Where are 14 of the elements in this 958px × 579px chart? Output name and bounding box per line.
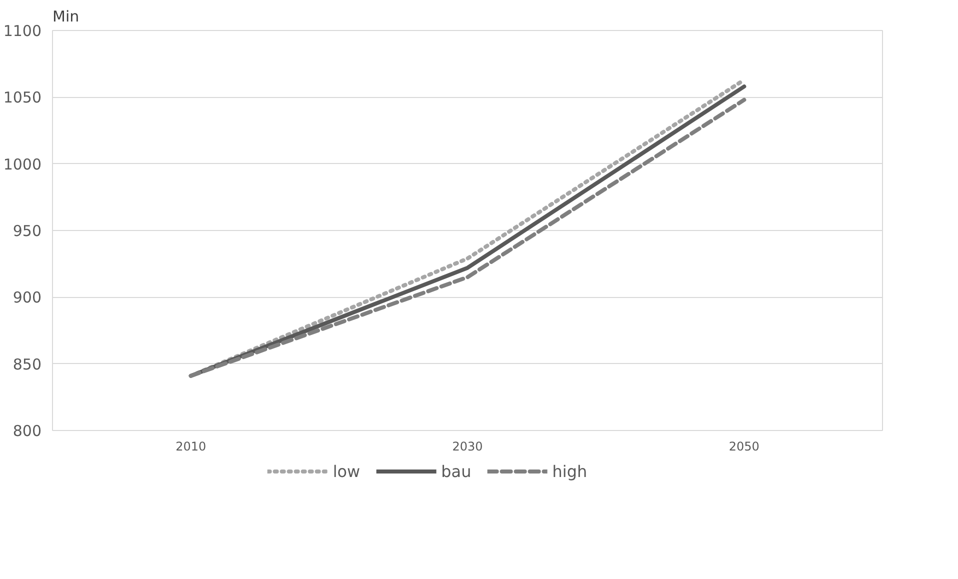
y-tick-label: 850: [12, 355, 42, 374]
legend-label: low: [332, 461, 360, 481]
y-tick-label: 900: [12, 288, 42, 307]
legend-label: high: [552, 461, 588, 481]
y-tick-label: 950: [12, 222, 42, 240]
y-tick-label: 1100: [3, 22, 42, 40]
legend-label: bau: [441, 461, 472, 481]
y-tick-label: 1050: [3, 88, 42, 107]
y-tick-label: 1000: [3, 155, 42, 174]
y-tick-label: 800: [12, 422, 42, 440]
y-axis-title: Min: [52, 8, 80, 26]
x-tick-label: 2030: [452, 440, 483, 454]
x-tick-label: 2050: [728, 440, 760, 454]
x-tick-label: 2010: [176, 440, 206, 454]
